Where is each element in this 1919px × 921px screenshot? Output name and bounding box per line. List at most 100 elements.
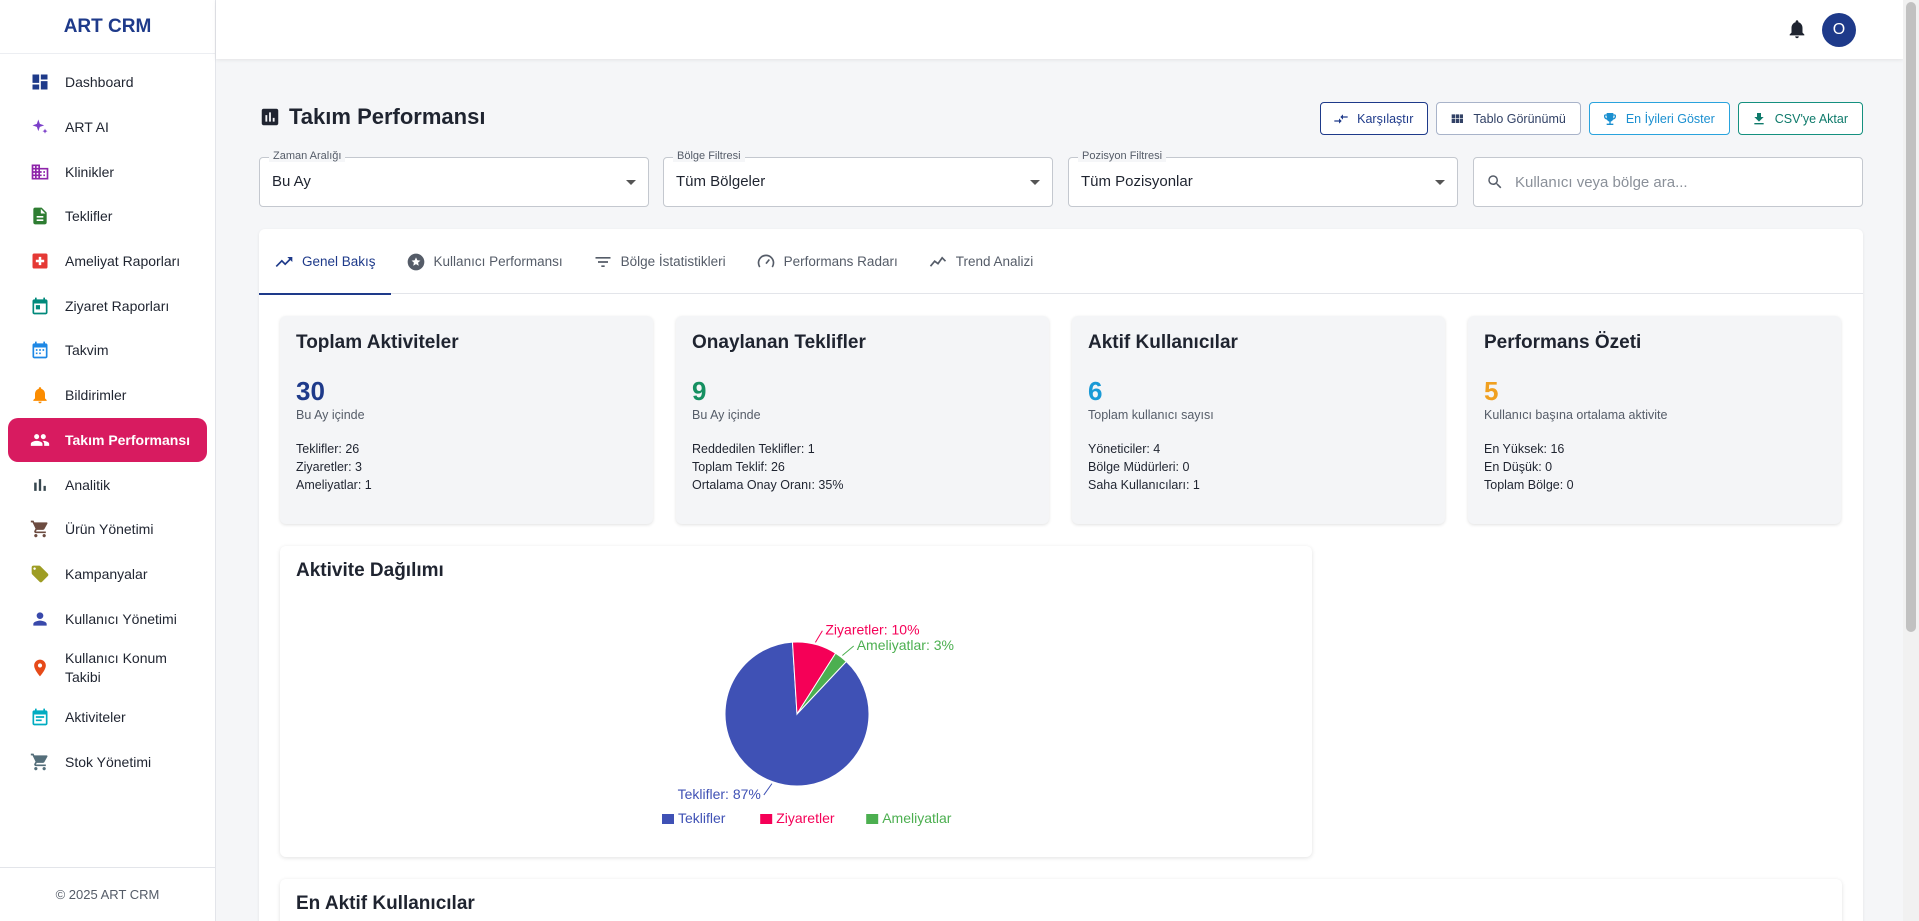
notifications-bell-icon[interactable] [1786, 18, 1808, 40]
sidebar-item-label: Teklifler [65, 208, 113, 225]
pie-leader-line [763, 783, 773, 796]
page-scrollbar[interactable] [1903, 0, 1919, 921]
dashboard-icon [30, 72, 50, 92]
tab-user-performance[interactable]: Kullanıcı Performansı [391, 229, 578, 294]
stat-cards: Toplam Aktiviteler 30 Bu Ay içinde Teklif… [280, 316, 1842, 526]
sidebar-item-label: Kullanıcı Konum Takibi [65, 649, 167, 685]
compare-button[interactable]: Karşılaştır [1320, 102, 1429, 135]
stat-card-detail: Ziyaretler: 3 [296, 460, 362, 474]
stat-card-subtitle: Kullanıcı başına ortalama aktivite [1484, 408, 1668, 422]
export-csv-button[interactable]: CSV'ye Aktar [1737, 102, 1863, 135]
sidebar-item-klinikler[interactable]: Klinikler [8, 149, 207, 194]
pie-leader-line [814, 630, 823, 643]
pie-leader-line [842, 645, 855, 656]
pie-data-label: Teklifler: 87% [678, 786, 761, 802]
legend-swatch [760, 814, 773, 824]
calendar-list-icon [30, 707, 50, 727]
sidebar-item-label: Stok Yönetimi [65, 753, 152, 770]
chevron-down-icon [1435, 180, 1445, 185]
stat-card-subtitle: Bu Ay içinde [296, 408, 365, 422]
pie-data-label: Ameliyatlar: 3% [857, 637, 954, 653]
pie-slice-ameliyatlar[interactable] [796, 652, 847, 715]
stat-card: Aktif Kullanıcılar 6 Toplam kullanıcı sa… [1072, 316, 1445, 524]
sidebar-item-label: Bildirimler [65, 387, 127, 404]
stat-card-detail: Yöneticiler: 4 [1088, 442, 1161, 456]
tab-performance-radar[interactable]: Performans Radarı [741, 229, 913, 294]
sidebar-item-kullanıcı-yönetimi[interactable]: Kullanıcı Yönetimi [8, 596, 207, 641]
sidebar-item-label: Analitik [65, 476, 111, 493]
scrollbar-thumb[interactable] [1906, 2, 1916, 632]
stat-card-detail: Saha Kullanıcıları: 1 [1088, 478, 1200, 492]
table-view-button[interactable]: Tablo Görünümü [1436, 102, 1581, 135]
grid-icon [1449, 111, 1465, 127]
top-bar: O [216, 0, 1903, 59]
activity-distribution-card: Teklifler: 87% Ziyaretler: 10% Ameliyatlar… [280, 546, 1312, 857]
sidebar-item-label: Takım Performansı [65, 431, 191, 448]
stat-card-value: 6 [1088, 376, 1103, 406]
legend-label[interactable]: Teklifler [678, 810, 726, 826]
compare-arrows-icon [1333, 111, 1349, 127]
cart-icon [30, 752, 50, 772]
trophy-icon [1602, 111, 1618, 127]
stat-card-subtitle: Bu Ay içinde [692, 408, 761, 422]
sidebar-item-label: Ziyaret Raporları [65, 297, 170, 314]
search-input[interactable]: Kullanıcı veya bölge ara... [1473, 157, 1863, 207]
stat-card: Toplam Aktiviteler 30 Bu Ay içinde Teklif… [280, 316, 653, 524]
speedometer-icon [756, 252, 776, 272]
sidebar-item-takım-performansı[interactable]: Takım Performansı [8, 417, 207, 463]
most-active-users-card: En Aktif Kullanıcılar [280, 879, 1842, 921]
sidebar-nav: Dashboard ART AI Klinikler Teklifler Ameliya… [0, 54, 215, 784]
sidebar-item-stok-yönetimi[interactable]: Stok Yönetimi [8, 740, 207, 785]
sidebar-item-label: Takvim [65, 342, 109, 359]
tab-bar: Genel Bakış Kullanıcı Performansı Bölge … [259, 229, 1863, 295]
sidebar-item-dashboard[interactable]: Dashboard [8, 60, 207, 105]
stat-card-value: 5 [1484, 376, 1499, 406]
action-buttons: Karşılaştır Tablo Görünümü En İyileri Gö… [1320, 102, 1863, 135]
show-best-button[interactable]: En İyileri Göster [1588, 102, 1730, 135]
stat-card-detail: Bölge Müdürleri: 0 [1088, 460, 1190, 474]
page-title: Takım Performansı [259, 104, 485, 130]
sidebar-item-label: Klinikler [65, 163, 115, 180]
stat-card-detail: Ortalama Onay Oranı: 35% [692, 478, 844, 492]
sidebar-item-takvim[interactable]: Takvim [8, 328, 207, 373]
calendar-icon [30, 340, 50, 360]
stat-card: Onaylanan Teklifler 9 Bu Ay içinde Redded… [676, 316, 1049, 524]
sidebar-item-label: Ameliyat Raporları [65, 253, 181, 270]
user-avatar[interactable]: O [1822, 13, 1856, 47]
sidebar-item-art-ai[interactable]: ART AI [8, 105, 207, 150]
sidebar-item-aktiviteler[interactable]: Aktiviteler [8, 695, 207, 740]
sidebar-item-analitik[interactable]: Analitik [8, 462, 207, 507]
cart-icon [30, 519, 50, 539]
sidebar-item-kullanıcı-konum-takibi[interactable]: Kullanıcı Konum Takibi [8, 641, 207, 695]
region-label: Bölge Filtresi [673, 150, 745, 162]
download-icon [1751, 111, 1767, 127]
region-select[interactable]: Bölge Filtresi Tüm Bölgeler [663, 150, 1053, 207]
calendar-check-icon [30, 296, 50, 316]
legend-label[interactable]: Ameliyatlar [882, 810, 952, 826]
sidebar-item-bildirimler[interactable]: Bildirimler [8, 373, 207, 418]
bell-icon [30, 385, 50, 405]
tab-trend-analysis[interactable]: Trend Analizi [913, 229, 1049, 294]
tab-overview[interactable]: Genel Bakış [259, 229, 391, 295]
legend-label[interactable]: Ziyaretler [776, 810, 835, 826]
sidebar-item-teklifler[interactable]: Teklifler [8, 194, 207, 239]
stat-card-title: Onaylanan Teklifler [692, 332, 866, 353]
legend-swatch [866, 814, 879, 824]
sidebar-item-ziyaret-raporları[interactable]: Ziyaret Raporları [8, 283, 207, 328]
tab-region-stats[interactable]: Bölge İstatistikleri [578, 229, 741, 294]
sidebar-item-label: Dashboard [65, 74, 134, 91]
stat-card-detail: En Düşük: 0 [1484, 460, 1553, 474]
time-range-value: Bu Ay [272, 173, 311, 190]
stat-card: Performans Özeti 5 Kullanıcı başına orta… [1468, 316, 1841, 524]
sidebar: ART CRM Dashboard ART AI Klinikler Teklifle… [0, 0, 216, 921]
filter-bar: Zaman Aralığı Bu Ay Bölge Filtresi Tüm B… [259, 150, 1863, 207]
trending-up-icon [274, 252, 294, 272]
stat-card-subtitle: Toplam kullanıcı sayısı [1088, 408, 1214, 422]
sidebar-item-ürün-yönetimi[interactable]: Ürün Yönetimi [8, 507, 207, 552]
brand-logo[interactable]: ART CRM [0, 0, 215, 54]
sidebar-item-ameliyat-raporları[interactable]: Ameliyat Raporları [8, 239, 207, 284]
pie-chart: Teklifler: 87%Ziyaretler: 10%Ameliyatlar… [662, 622, 954, 826]
position-select[interactable]: Pozisyon Filtresi Tüm Pozisyonlar [1068, 150, 1458, 207]
time-range-select[interactable]: Zaman Aralığı Bu Ay [259, 150, 649, 207]
sidebar-item-kampanyalar[interactable]: Kampanyalar [8, 552, 207, 597]
